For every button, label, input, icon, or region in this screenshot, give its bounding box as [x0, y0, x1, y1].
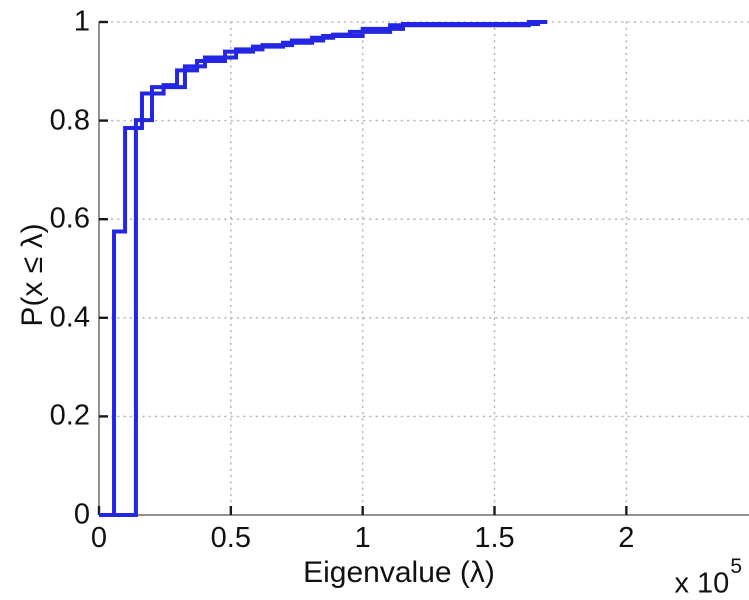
ecdf-curve-1: [99, 20, 546, 517]
y-tick-label-0.8: 0.8: [49, 104, 90, 137]
x-tick-label-0.5: 0.5: [210, 522, 251, 554]
y-axis-title: P(x ≤ λ): [16, 223, 49, 327]
x-tick-label-0: 0: [90, 522, 108, 554]
x-tick-label-1.5: 1.5: [474, 522, 515, 554]
multiplier-exponent: 5: [730, 555, 742, 578]
multiplier-base: x 10: [674, 567, 730, 600]
x-axis-exponent-multiplier: x 105: [674, 555, 742, 600]
y-tick-label-0.2: 0.2: [49, 399, 90, 432]
ecdf-curve-2: [99, 20, 548, 517]
x-tick-label-2: 2: [618, 522, 635, 554]
y-tick-label-0.4: 0.4: [49, 301, 90, 334]
x-tick-label-1: 1: [354, 522, 371, 554]
y-tick-label-0.6: 0.6: [49, 202, 90, 235]
y-tick-label-1: 1: [73, 5, 90, 38]
x-axis-title: Eigenvalue (λ): [303, 556, 495, 589]
y-tick-label-0: 0: [73, 498, 90, 531]
